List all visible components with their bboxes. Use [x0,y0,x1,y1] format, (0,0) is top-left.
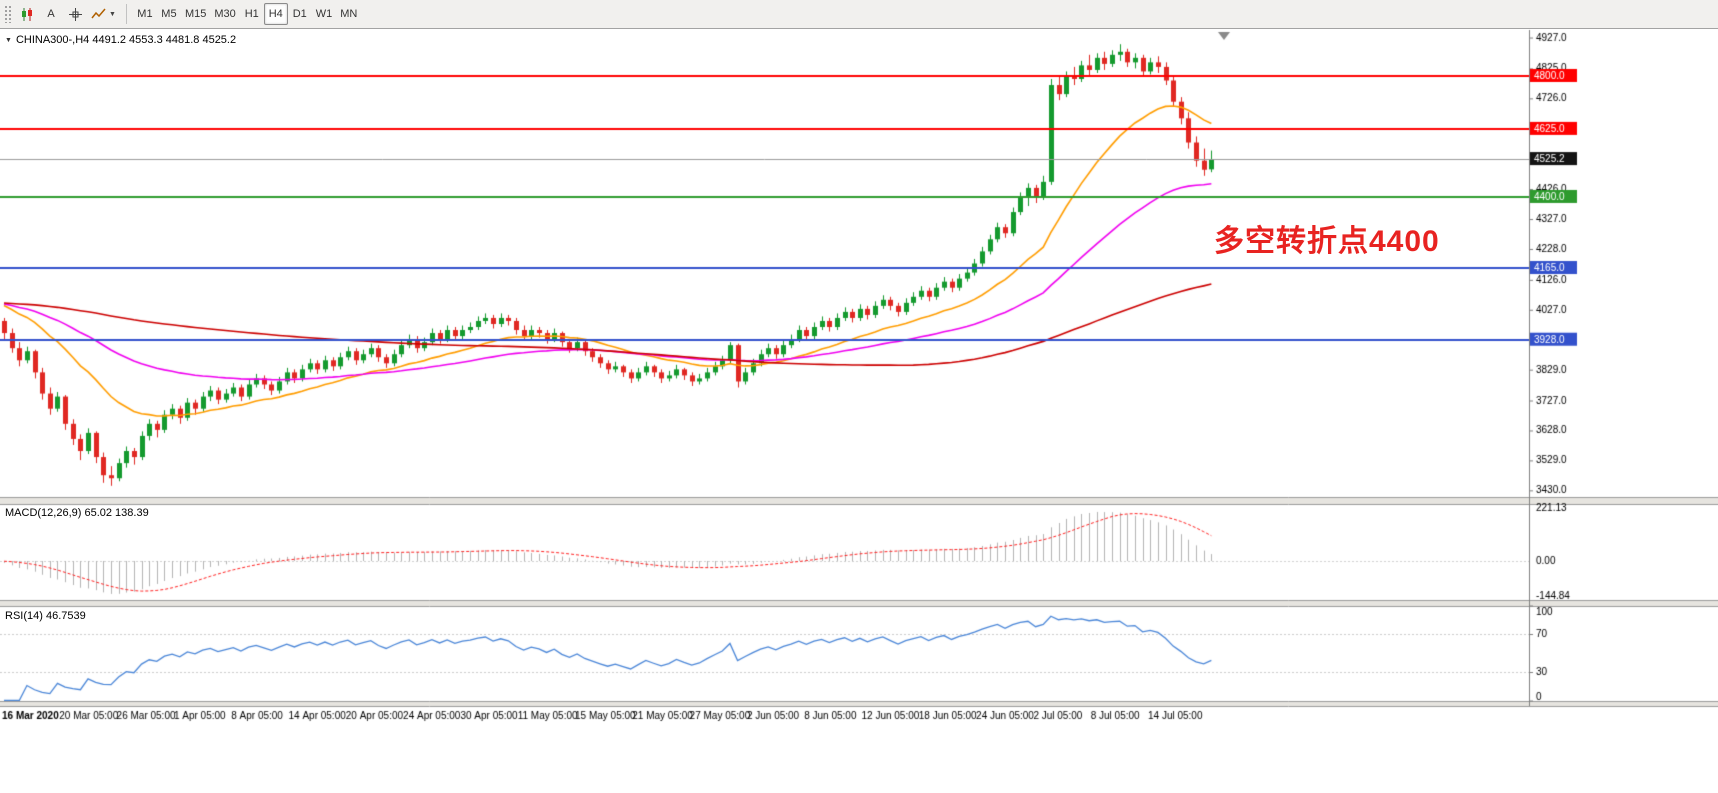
tf-d1-button[interactable]: D1 [288,3,312,25]
tf-m5-button[interactable]: M5 [157,3,181,25]
chart-type-icon[interactable] [15,3,39,25]
toolbar-grip[interactable] [4,5,11,23]
tf-mn-button[interactable]: MN [336,3,361,25]
crosshair-icon [68,7,82,21]
tf-h1-button[interactable]: H1 [240,3,264,25]
crosshair-tool-button[interactable] [63,3,87,25]
macd-indicator-label: MACD(12,26,9) 65.02 138.39 [5,507,149,519]
symbol-title: ▼ CHINA300-,H4 4491.2 4553.3 4481.8 4525… [5,34,236,46]
candlestick-icon [21,7,32,21]
symbol-dropdown-icon[interactable]: ▼ [5,36,12,44]
indicator-dropdown-button[interactable]: ▼ [87,3,120,25]
toolbar-separator [125,4,127,24]
rsi-indicator-label: RSI(14) 46.7539 [5,610,86,622]
symbol-ohlc-text: CHINA300-,H4 4491.2 4553.3 4481.8 4525.2 [15,34,237,46]
chevron-down-icon: ▼ [109,10,116,18]
indicator-line-icon [91,8,106,18]
tf-w1-button[interactable]: W1 [312,3,337,25]
tf-m30-button[interactable]: M30 [210,3,239,25]
toolbar: A ▼ M1 M5 M15 M30 H1 H4 D1 W1 MN [0,0,1718,29]
chart-annotation-text[interactable]: 多空转折点4400 [1214,225,1440,258]
tf-h4-button[interactable]: H4 [263,3,288,25]
tf-m1-button[interactable]: M1 [133,3,157,25]
tf-m15-button[interactable]: M15 [181,3,210,25]
text-tool-button[interactable]: A [39,3,63,25]
